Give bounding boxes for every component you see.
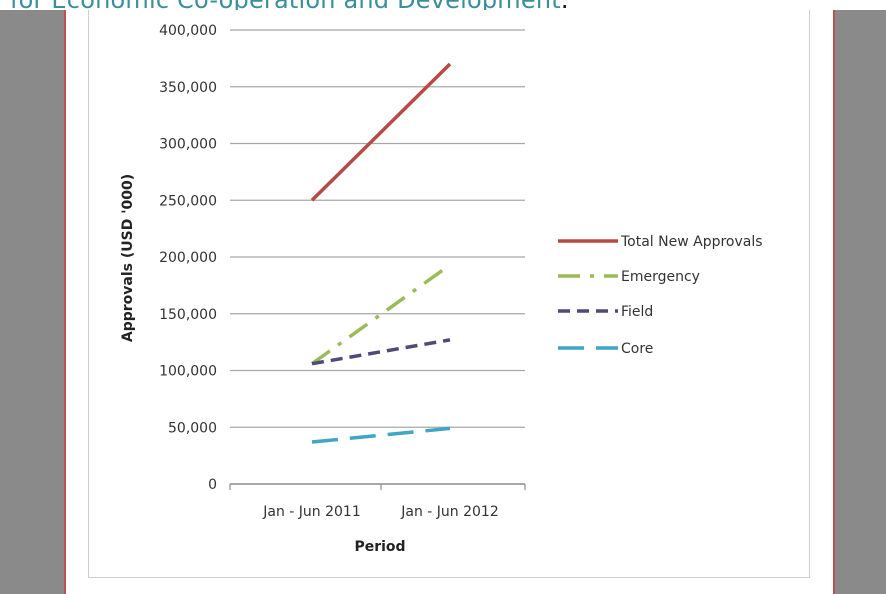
y-tick-label: 0	[208, 477, 217, 493]
y-tick-label: 150,000	[159, 307, 217, 323]
trailing-punctuation: .	[560, 0, 569, 14]
x-tick-label: Jan - Jun 2012	[400, 504, 499, 520]
y-tick-label: 300,000	[159, 137, 217, 153]
x-axis-label: Period	[354, 539, 405, 555]
x-tick-labels: Jan - Jun 2011 Jan - Jun 2012	[262, 504, 499, 520]
viewer-background-right	[835, 10, 886, 594]
y-tick-label: 100,000	[159, 364, 217, 380]
viewer-background-left	[0, 10, 64, 594]
y-tick-label: 400,000	[159, 23, 217, 39]
series-line	[310, 263, 452, 366]
y-tick-label: 250,000	[159, 193, 217, 209]
series-line	[311, 338, 451, 366]
y-axis-label: Approvals (USD '000)	[120, 174, 136, 342]
series-line	[310, 62, 452, 202]
gridlines	[229, 29, 526, 490]
legend-label: Total New Approvals	[620, 234, 763, 250]
legend-label: Core	[621, 341, 653, 357]
y-tick-labels: 0 50,000 100,000 150,000 200,000 250,000 300,0…	[159, 23, 217, 493]
legend: Total New Approvals Emergency Field Core	[558, 234, 763, 357]
series-lines	[310, 62, 452, 444]
y-tick-label: 200,000	[159, 250, 217, 266]
legend-label: Field	[621, 304, 653, 320]
legend-label: Emergency	[621, 269, 700, 285]
y-tick-label: 350,000	[159, 80, 217, 96]
x-tick-label: Jan - Jun 2011	[262, 504, 361, 520]
series-line	[311, 426, 451, 444]
y-tick-label: 50,000	[168, 420, 217, 436]
